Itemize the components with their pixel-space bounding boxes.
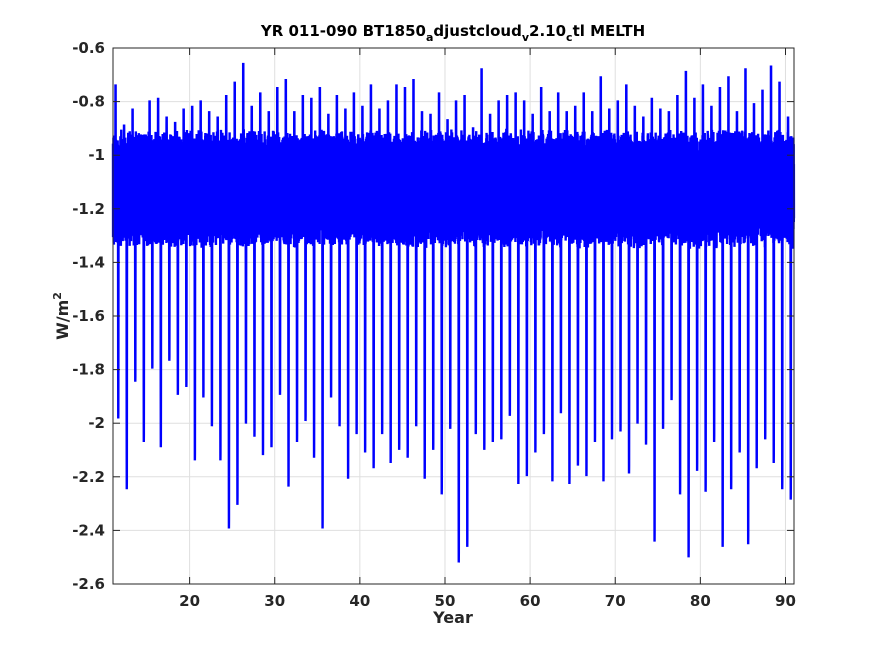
title-sub-1: a [426, 31, 433, 44]
y-tick-label-5: -1.6 [72, 307, 105, 325]
x-tick-label-0: 20 [179, 592, 200, 610]
x-tick-label-3: 50 [435, 592, 456, 610]
axis-ticks [113, 47, 794, 585]
y-tick-label-1: -2.4 [72, 521, 105, 539]
x-tick-label-4: 60 [520, 592, 541, 610]
y-tick-label-4: -1.8 [72, 361, 105, 379]
y-axis-label-base: W/m [53, 300, 72, 340]
y-tick-labels: -2.6 -2.4 -2.2 -2 -1.8 -1.6 -1.4 -1.2 -1 -0.8 -0.6 [72, 39, 105, 593]
y-tick-label-6: -1.4 [72, 253, 105, 271]
y-tick-label-0: -2.6 [72, 575, 105, 593]
y-tick-label-2: -2.2 [72, 468, 105, 486]
y-tick-label-9: -0.8 [72, 93, 105, 111]
y-axis-label: W/m2 [51, 292, 72, 340]
x-tick-label-5: 70 [605, 592, 626, 610]
series-melth [111, 62, 796, 563]
x-tick-label-6: 80 [690, 592, 711, 610]
y-tick-label-10: -0.6 [72, 39, 105, 57]
chart-title: YR 011-090 BT1850adjustcloudv2.10ctl MEL… [260, 22, 645, 44]
x-tick-labels: 20 30 40 50 60 70 80 90 [179, 592, 796, 610]
y-tick-label-8: -1 [88, 146, 105, 164]
title-part-1: YR 011-090 BT1850 [260, 22, 426, 40]
x-tick-label-2: 40 [349, 592, 370, 610]
x-tick-label-7: 90 [775, 592, 796, 610]
y-axis-label-sup: 2 [51, 292, 64, 300]
title-part-2: djustcloud [433, 22, 521, 40]
series-line [111, 62, 796, 563]
x-axis-label: Year [432, 608, 473, 627]
x-tick-label-1: 30 [264, 592, 285, 610]
title-sub-2: v [522, 31, 530, 44]
y-tick-label-7: -1.2 [72, 200, 105, 218]
title-sub-3: c [566, 31, 573, 44]
title-part-4: tl MELTH [573, 22, 646, 40]
y-tick-label-3: -2 [88, 414, 105, 432]
title-part-3: 2.10 [529, 22, 566, 40]
